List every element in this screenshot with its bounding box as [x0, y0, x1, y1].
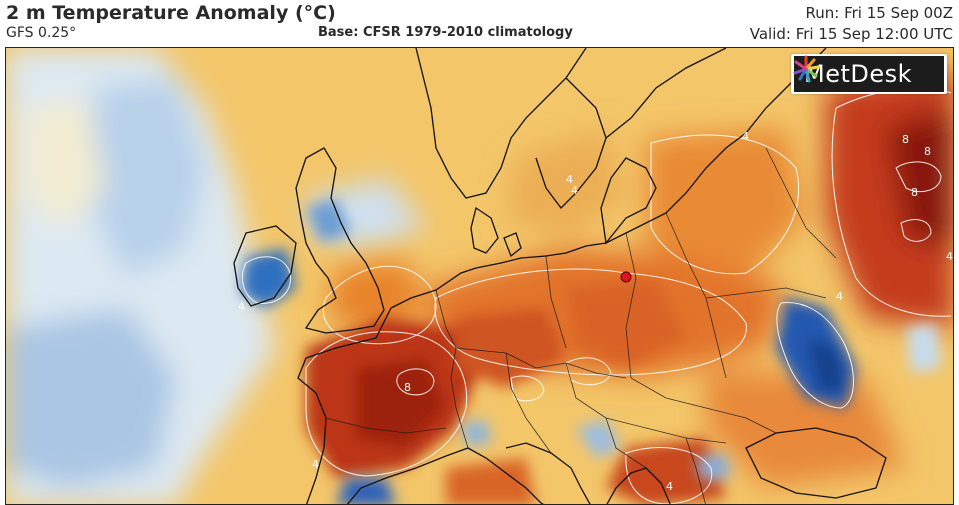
contour-label: 8 [911, 186, 918, 199]
contour-label: 4 [836, 290, 843, 303]
contour-label: 4 [742, 130, 749, 143]
contour-label: 4 [946, 250, 953, 263]
contour-label: 4 [238, 300, 245, 313]
base-label: Base: CFSR 1979-2010 climatology [318, 25, 573, 40]
model-label: GFS 0.25° [6, 25, 77, 41]
metdesk-logo: MetDesk [791, 54, 947, 94]
contour-label: 4 [666, 480, 673, 493]
run-label: Run: Fri 15 Sep 00Z [805, 4, 953, 22]
logo-text: MetDesk [804, 60, 913, 88]
contour-label: 4 [566, 173, 573, 186]
contour-label: 4 [312, 458, 319, 471]
location-marker [620, 271, 632, 283]
valid-label: Valid: Fri 15 Sep 12:00 UTC [749, 25, 953, 43]
contour-label: 8 [924, 145, 931, 158]
contour-labels: 4 4 4 8 8 8 4 4 4 4 8 4 [238, 130, 953, 493]
anomaly-map: 4 4 4 8 8 8 4 4 4 4 8 4 [5, 47, 954, 505]
contour-label: 8 [404, 381, 411, 394]
contour-label: 8 [902, 133, 909, 146]
map-title: 2 m Temperature Anomaly (°C) [6, 2, 336, 24]
starburst-icon [793, 55, 820, 83]
anomaly-field: 4 4 4 8 8 8 4 4 4 4 8 4 [6, 48, 953, 504]
contour-label: 4 [571, 184, 578, 197]
